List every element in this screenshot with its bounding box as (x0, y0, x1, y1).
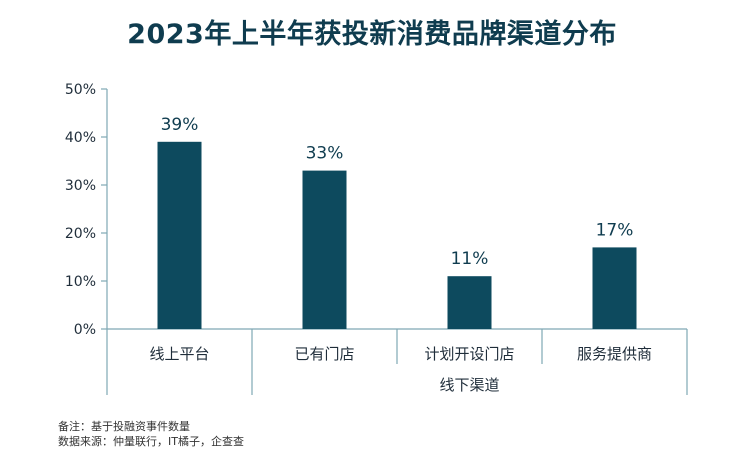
bar (157, 141, 202, 329)
bar (447, 276, 492, 329)
bar-value-label: 17% (596, 220, 634, 240)
bar (302, 170, 347, 329)
bar-value-label: 39% (161, 115, 199, 135)
bar-value-label: 11% (451, 249, 489, 269)
y-tick-label: 0% (74, 322, 96, 338)
footnotes: 备注：基于投融资事件数量 数据来源：仲量联行，IT橘子，企查查 (58, 419, 244, 449)
bar (592, 247, 637, 329)
note-source: 数据来源：仲量联行，IT橘子，企查查 (58, 435, 244, 448)
x-category-label: 线上平台 (149, 345, 209, 363)
x-group-label: 线下渠道 (439, 376, 499, 394)
x-category-label: 服务提供商 (577, 345, 652, 363)
x-category-label: 已有门店 (294, 345, 354, 363)
y-tick-label: 40% (65, 130, 96, 146)
bar-value-label: 33% (306, 144, 344, 164)
note-basis: 备注：基于投融资事件数量 (58, 420, 190, 433)
x-category-label: 计划开设门店 (424, 345, 514, 363)
y-tick-label: 50% (65, 82, 96, 98)
y-tick-label: 10% (65, 274, 96, 290)
chart-title: 2023年上半年获投新消费品牌渠道分布 (127, 19, 617, 50)
y-tick-label: 20% (65, 226, 96, 242)
y-tick-label: 30% (65, 178, 96, 194)
